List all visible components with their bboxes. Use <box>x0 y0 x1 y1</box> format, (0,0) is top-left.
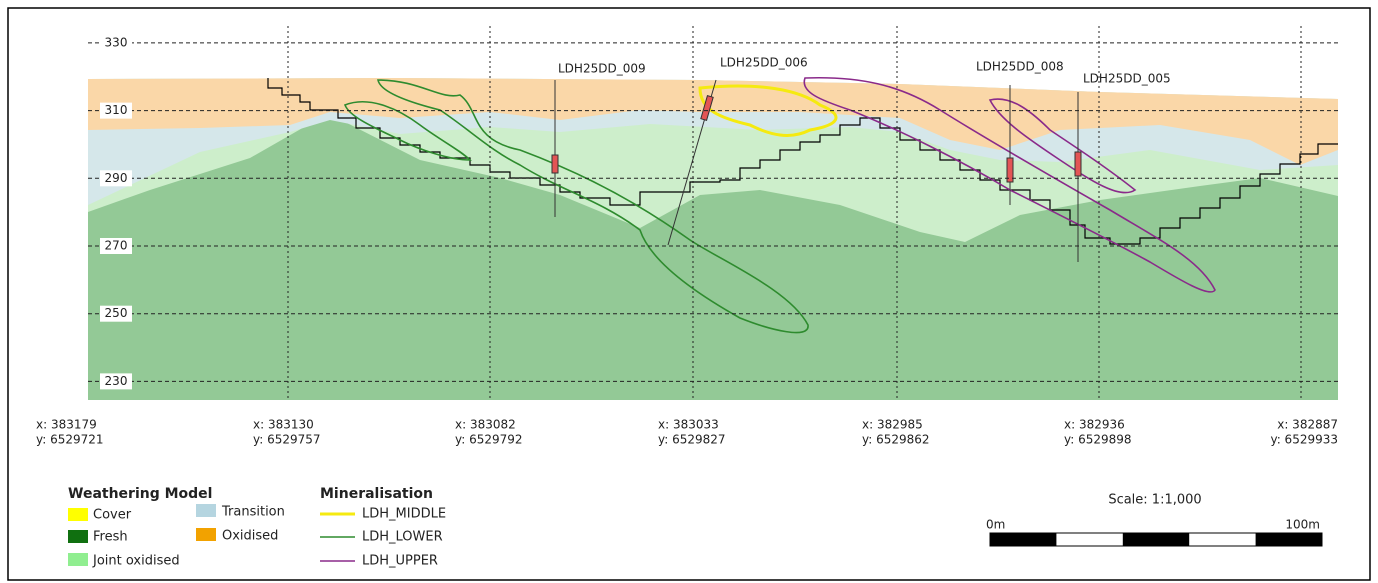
legend-item: LDH_MIDDLE <box>362 507 446 522</box>
station-x: x: 383033 <box>658 418 719 432</box>
tick-label-bg <box>100 238 132 254</box>
y-tick-label: 230 <box>105 374 128 388</box>
layers <box>88 76 1338 400</box>
drillhole-label: LDH25DD_009 <box>558 62 646 76</box>
legend-title: Mineralisation <box>320 486 433 502</box>
legend-title: Weathering Model <box>68 486 212 502</box>
station-y: y: 6529721 <box>36 433 104 447</box>
drillhole-intercept <box>551 154 559 174</box>
pit-outline <box>267 78 1338 245</box>
y-tick-label: 290 <box>105 171 128 185</box>
tick-label-bg <box>100 34 132 51</box>
legend-item: Cover <box>93 508 132 523</box>
legend-item: LDH_UPPER <box>362 554 438 569</box>
y-tick-label: 270 <box>105 239 128 253</box>
tick-label-bg <box>100 305 132 322</box>
drillhole-label: LDH25DD_008 <box>976 60 1064 74</box>
station-x: x: 383082 <box>455 418 516 432</box>
tick-label-bg <box>100 373 132 390</box>
legend: Weathering Model Cover Transition Fresh … <box>68 486 446 569</box>
scale-segment <box>1122 533 1190 546</box>
scale-end: 100m <box>1285 518 1320 532</box>
y-tick-label: 330 <box>105 35 128 49</box>
drillhole-intercept <box>700 95 714 121</box>
ldh-lower-outline <box>343 79 809 334</box>
drillholes <box>551 79 1082 262</box>
fresh-layer <box>88 118 1338 400</box>
station-x: x: 383179 <box>36 418 97 432</box>
tick-label-bg <box>100 170 132 187</box>
station-y: y: 6529862 <box>862 433 930 447</box>
oxidised-layer <box>88 78 1338 165</box>
station-x: x: 382985 <box>862 418 923 432</box>
swatch <box>196 528 216 541</box>
station-x: x: 382936 <box>1064 418 1125 432</box>
scale-segment <box>1255 533 1322 546</box>
scale-segment <box>990 533 1057 546</box>
y-tick-label: 310 <box>105 103 128 117</box>
swatch <box>196 504 216 517</box>
swatch <box>68 508 88 521</box>
ldh-middle-outline <box>698 84 838 137</box>
legend-item: LDH_LOWER <box>362 530 443 545</box>
station-y: y: 6529933 <box>1270 433 1338 447</box>
drillhole-label: LDH25DD_006 <box>720 56 808 70</box>
station-y: y: 6529792 <box>455 433 523 447</box>
y-tick-label: 250 <box>105 306 128 320</box>
station-y: y: 6529757 <box>253 433 321 447</box>
station-y: y: 6529827 <box>658 433 726 447</box>
legend-item: Oxidised <box>222 529 278 544</box>
station-x: x: 382887 <box>1277 418 1338 432</box>
legend-item: Fresh <box>93 530 128 545</box>
scale-start: 0m <box>986 518 1005 532</box>
legend-item: Transition <box>221 505 285 520</box>
tick-label-bg <box>100 102 132 119</box>
drillhole-intercept <box>1074 151 1082 177</box>
drillhole-label: LDH25DD_005 <box>1083 72 1171 86</box>
swatch <box>68 553 88 566</box>
scale-title: Scale: 1:1,000 <box>1108 493 1201 508</box>
ldh-upper-outline <box>803 76 1216 293</box>
legend-item: Joint oxidised <box>92 554 180 569</box>
station-x: x: 383130 <box>253 418 314 432</box>
drillhole-intercept <box>1006 157 1014 183</box>
swatch <box>68 530 88 543</box>
scale-bar: Scale: 1:1,000 0m 100m <box>986 493 1323 547</box>
station-y: y: 6529898 <box>1064 433 1132 447</box>
